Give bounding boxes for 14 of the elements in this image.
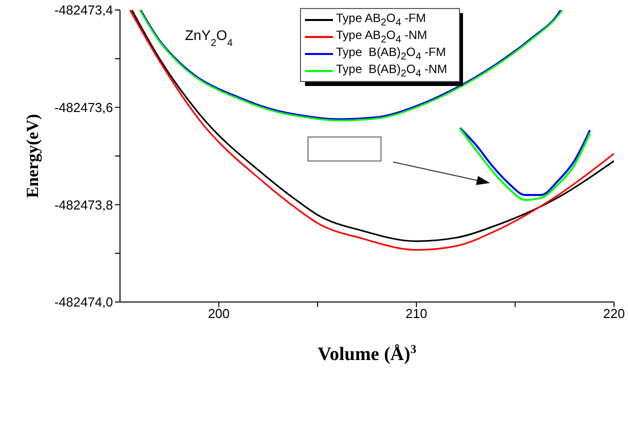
legend-label: Type AB$_{2}$O$_{4}$ -NM xyxy=(336,28,428,46)
y-tick-label: -482473,4 xyxy=(54,2,113,18)
legend-label: Type AB$_{2}$O$_{4}$ -FM xyxy=(336,10,426,28)
x-tick-label: 200 xyxy=(208,306,230,322)
x-tick-label: 210 xyxy=(406,306,428,322)
x-axis-title: Volume (Å)$^{3}$ xyxy=(318,342,416,365)
y-tick-label: -482473,6 xyxy=(54,100,113,115)
legend-label: Type B(AB)$_{2}$O$_{4}$ -NM xyxy=(336,62,448,80)
y-tick-label: -482474,0 xyxy=(54,294,113,310)
y-tick-label: -482473,8 xyxy=(54,197,113,212)
y-axis-title: Energy(eV) xyxy=(23,114,42,198)
x-tick-label: 220 xyxy=(603,306,625,322)
legend-label: Type B(AB)$_{2}$O$_{4}$ -FM xyxy=(336,44,446,62)
annotation: ZnY$_{2}$O$_{4}$ xyxy=(185,27,234,48)
